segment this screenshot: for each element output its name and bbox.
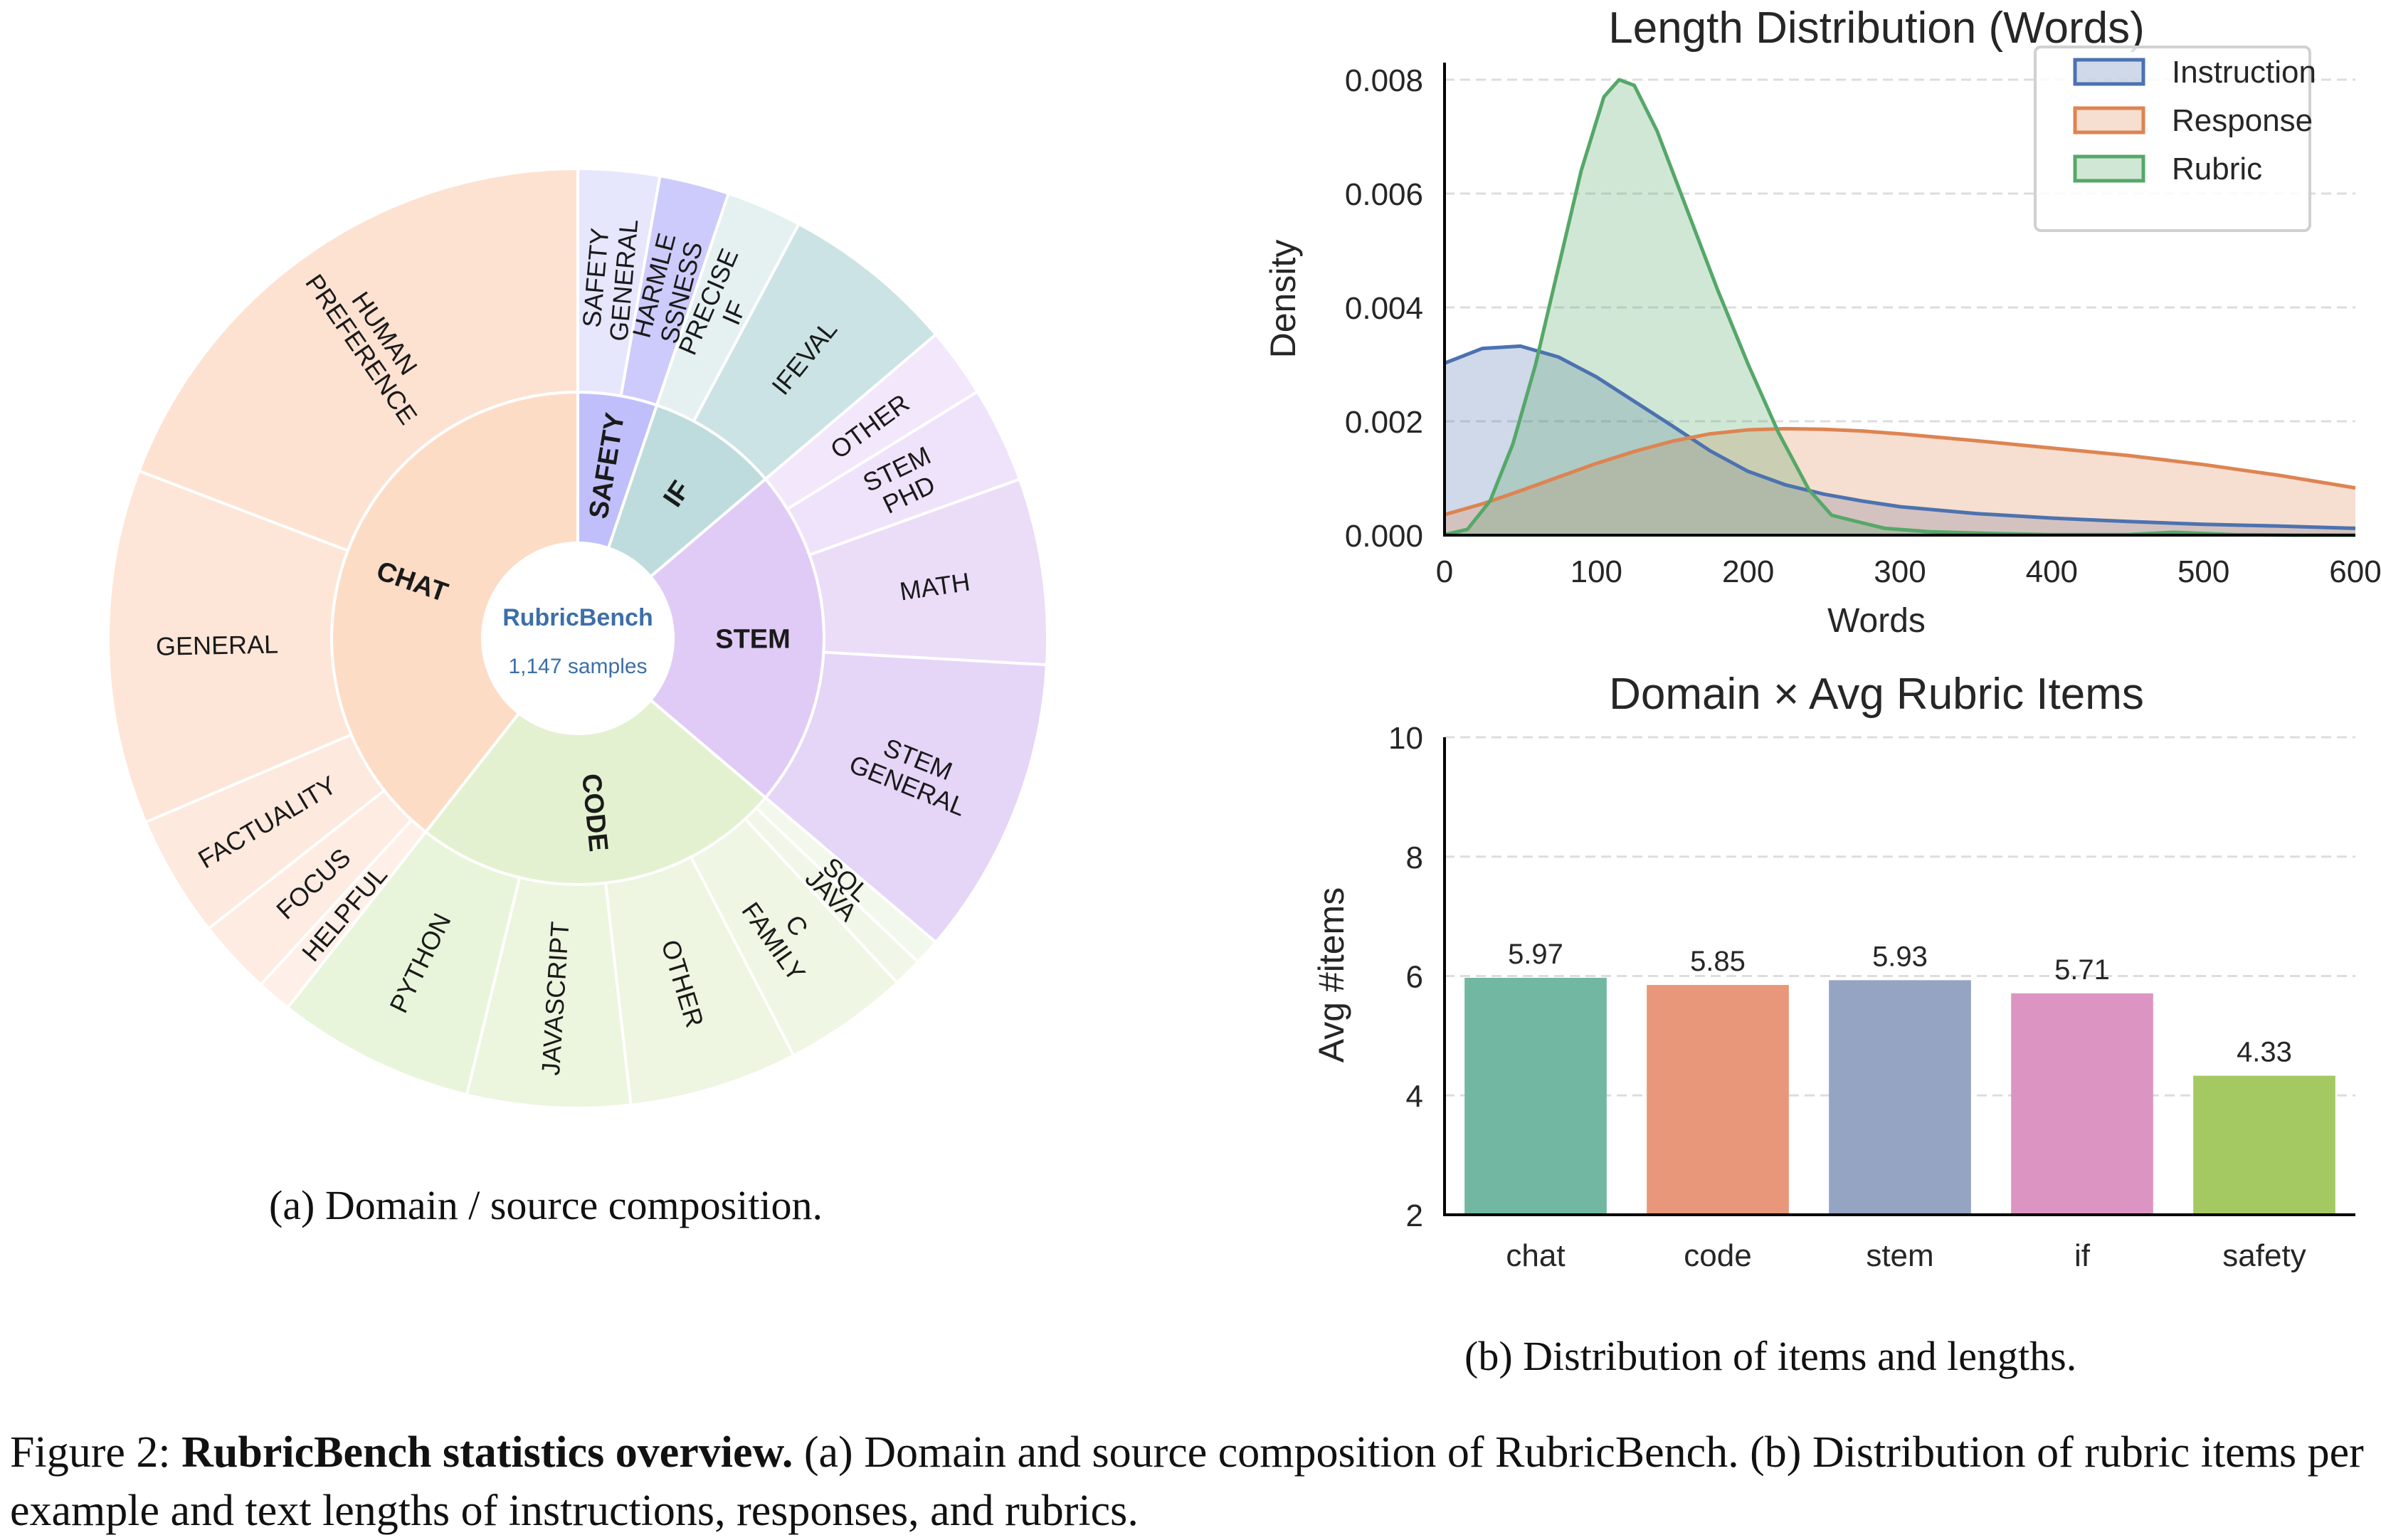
domain-label-stem: STEM [715,624,791,654]
sunburst-center-subtitle: 1,147 samples [508,655,647,678]
kde-x-tick-label: 100 [1570,554,1622,589]
kde-y-tick-label: 0.006 [1345,177,1423,212]
kde-area-rubric [1445,80,2355,535]
kde-area-response [1445,428,2355,535]
source-segment-stem-general [763,650,1049,944]
figure-caption: Figure 2: RubricBench statistics overvie… [10,1423,2372,1540]
legend-swatch-instruction [2073,58,2145,86]
bar-y-tick-label: 6 [1406,960,1423,995]
bar-x-tick-label-chat: chat [1506,1238,1565,1273]
bar-x-tick-label-stem: stem [1866,1238,1933,1273]
bar-value-label-safety: 4.33 [2237,1037,2292,1068]
kde-y-tick-label: 0.004 [1345,291,1423,326]
bar-value-label-if: 5.71 [2054,954,2110,986]
bar-stem [1829,980,1971,1215]
kde-line-instruction [1444,344,2356,530]
source-label-general: GENERAL [156,630,279,661]
sunburst-center-hole [482,543,673,734]
bar-y-tick-label: 10 [1388,721,1423,756]
bar-y-label: Avg #items [1311,887,1351,1062]
kde-y-tick-label: 0.000 [1345,519,1423,554]
bar-value-label-stem: 5.93 [1872,941,1928,972]
sunburst-segments [107,167,1049,1109]
kde-y-tick-label: 0.008 [1345,63,1423,98]
sunburst-chart: SAFETYSAFETYGENERALHARMLESSNESSIFPRECISE… [107,167,1049,1109]
kde-x-label: Words [1827,602,1926,640]
sunburst-center-title: RubricBench [502,604,653,631]
bar-value-label-chat: 5.97 [1508,939,1563,970]
caption-rest: (a) Domain and source composition of Rub… [10,1428,2364,1535]
caption-bold: RubricBench statistics overview. [181,1428,793,1477]
bar-x-tick-label-safety: safety [2222,1238,2306,1273]
kde-x-tick-label: 500 [2177,554,2229,589]
bar-if [2011,993,2153,1215]
bar-x-ticks: chat code stem if safety [1506,1238,2306,1273]
kde-x-tick-label: 400 [2026,554,2078,589]
kde-x-tick-label: 600 [2329,554,2381,589]
bar-chat [1464,978,1607,1215]
legend-label-instruction: Instruction [2172,55,2316,90]
kde-y-label: Density [1263,240,1303,359]
kde-x-tick-label: 200 [1722,554,1774,589]
bar-x-tick-label-code: code [1684,1238,1751,1273]
legend-label-rubric: Rubric [2172,152,2262,186]
bar-value-label-code: 5.85 [1690,946,1746,977]
legend-label-response: Response [2172,103,2313,138]
kde-y-ticks: 0.000 0.002 0.004 0.006 0.008 [1345,63,1423,554]
bar-marks [1464,978,2335,1215]
bar-value-labels: 5.97 5.85 5.93 5.71 4.33 [1508,939,2292,1068]
kde-x-tick-label: 300 [1874,554,1926,589]
kde-x-tick-label: 0 [1436,554,1453,589]
bar-x-tick-label-if: if [2074,1238,2091,1273]
legend-swatch-rubric [2073,154,2145,183]
avg-rubric-items-chart: Domain × Avg Rubric Items 5.97 5.85 5.93 5.… [1311,670,2355,1273]
caption-prefix: Figure 2: [10,1428,171,1477]
kde-line-response [1444,426,2356,517]
kde-area-instruction [1445,346,2355,535]
kde-legend: Instruction Response Rubric [2034,46,2316,232]
kde-title: Length Distribution (Words) [1608,4,2145,53]
kde-y-tick-label: 0.002 [1345,405,1423,440]
kde-legend-box [2034,46,2311,232]
bar-y-tick-label: 2 [1406,1198,1423,1233]
bar-code [1647,985,1789,1215]
subcaption-b: (b) Distribution of items and lengths. [1464,1333,2077,1379]
bar-title: Domain × Avg Rubric Items [1609,670,2144,719]
source-segment-human-preference [137,167,579,553]
subcaption-a: (a) Domain / source composition. [269,1182,823,1228]
bar-y-tick-label: 4 [1406,1079,1423,1114]
length-distribution-chart: Length Distribution (Words) 0.0000.0020.… [1263,4,2381,640]
kde-x-ticks: 0 100 200 300 400 500 600 [1436,554,2381,589]
bar-y-tick-label: 8 [1406,840,1423,875]
legend-swatch-response [2073,106,2145,135]
kde-areas [1445,80,2355,535]
bar-safety [2193,1075,2335,1215]
bar-y-ticks: 2 4 6 8 10 [1388,721,1423,1233]
source-segment-general [107,469,354,824]
